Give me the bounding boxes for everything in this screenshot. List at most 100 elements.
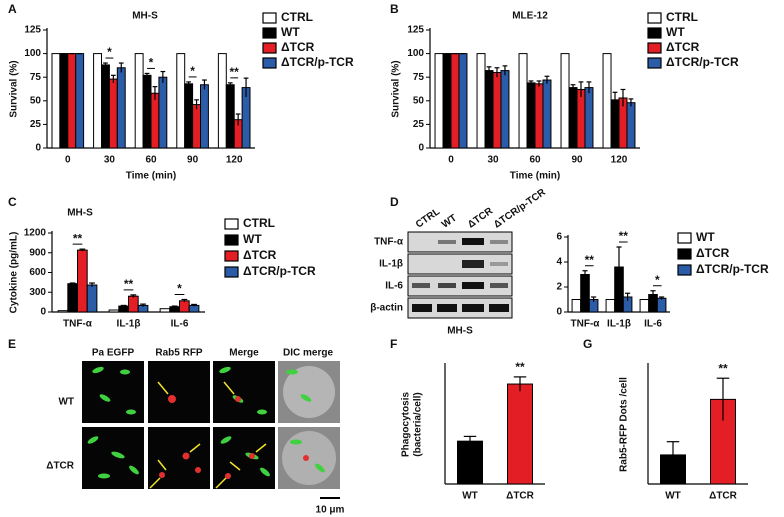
y-tick-label: 0 xyxy=(40,307,46,318)
cell xyxy=(283,366,335,418)
bar xyxy=(150,92,160,149)
band xyxy=(412,283,430,288)
y-tick-label: 1200 xyxy=(24,228,47,239)
y-tick-label: 25 xyxy=(413,119,425,130)
x-tick-label: WT xyxy=(462,491,478,502)
blot-strip xyxy=(407,253,513,275)
bar xyxy=(93,53,102,149)
bar xyxy=(169,306,180,313)
legend-swatch xyxy=(224,218,239,230)
y-axis-label: Phagocytosis xyxy=(401,392,412,457)
bar xyxy=(184,83,194,149)
bar xyxy=(576,88,586,149)
bar xyxy=(656,297,667,313)
bar xyxy=(67,283,78,313)
lane-label: ΔTCR/p-TCR xyxy=(492,186,549,230)
bar xyxy=(77,249,88,313)
bar xyxy=(118,305,129,313)
y-tick-label: 300 xyxy=(29,287,46,298)
x-tick-label: IL-6 xyxy=(644,319,662,330)
rab5-dots xyxy=(159,395,309,479)
bar xyxy=(75,53,85,149)
bar xyxy=(434,53,444,149)
bar xyxy=(192,104,202,149)
legend-label: WT xyxy=(243,232,262,246)
image-tile xyxy=(213,427,275,489)
bar xyxy=(134,53,144,149)
bar xyxy=(458,53,468,149)
bar xyxy=(179,300,190,313)
bar xyxy=(500,70,510,149)
column-label: DIC merge xyxy=(283,348,333,359)
x-tick-label: 120 xyxy=(611,155,628,166)
y-tick-label: 0 xyxy=(35,143,41,154)
bar xyxy=(450,53,460,149)
x-axis-label: Time (min) xyxy=(126,171,176,182)
significance: ** xyxy=(718,361,728,375)
band xyxy=(490,283,508,288)
bar xyxy=(568,87,578,149)
bar xyxy=(526,82,536,149)
blot-strip xyxy=(407,275,513,297)
chart-title: MH-S xyxy=(132,11,158,22)
legend-swatch xyxy=(224,234,239,246)
legend-label: ΔTCR/p-TCR xyxy=(281,55,354,69)
scale-label: 10 μm xyxy=(316,505,345,516)
x-tick-label: ΔTCR xyxy=(506,491,535,502)
x-tick-label: 90 xyxy=(187,155,199,166)
band xyxy=(412,304,432,312)
y-tick-label: 6 xyxy=(556,232,562,243)
legend-label: ΔTCR/p-TCR xyxy=(243,264,316,278)
y-tick-label: 4 xyxy=(556,257,562,268)
bar xyxy=(602,53,612,149)
y-tick-label: 0 xyxy=(418,143,424,154)
microscopy: E Pa EGFP Rab5 RFP Merge DIC merge WT ΔT… xyxy=(8,337,345,515)
significance: ** xyxy=(230,65,240,79)
bar xyxy=(158,76,168,149)
chart-title: MH-S xyxy=(67,208,93,219)
legend-swatch xyxy=(647,42,662,54)
bar xyxy=(492,71,502,149)
blot-row-label: IL-6 xyxy=(385,281,403,292)
chart-title: MLE-12 xyxy=(512,11,548,22)
y-tick-label: 75 xyxy=(30,72,42,83)
bar xyxy=(484,70,494,149)
legend-swatch xyxy=(677,264,692,276)
y-tick-label: 100 xyxy=(407,48,424,59)
blot-row-label: IL-1β xyxy=(379,259,403,270)
y-tick-label: 50 xyxy=(30,95,42,106)
panel-letter: G xyxy=(583,337,592,351)
bar xyxy=(217,53,227,149)
legend-label: WT xyxy=(666,25,685,39)
bar xyxy=(128,295,139,313)
bar xyxy=(200,84,209,149)
y-tick-label: 0 xyxy=(556,307,562,318)
y-tick-label: 25 xyxy=(30,119,42,130)
bar xyxy=(639,299,650,313)
legend-swatch xyxy=(262,57,277,69)
significance: * xyxy=(190,64,195,78)
x-tick-label: IL-1β xyxy=(117,319,141,330)
x-tick-label: ΔTCR xyxy=(709,491,738,502)
legend-label: CTRL xyxy=(243,216,275,230)
bar xyxy=(534,83,544,149)
bar xyxy=(116,67,126,149)
legend-label: ΔTCR xyxy=(696,246,730,260)
bar xyxy=(67,53,77,149)
y-tick-label: 900 xyxy=(29,247,46,258)
y-tick-label: 125 xyxy=(407,25,424,36)
significance: * xyxy=(107,45,112,59)
legend-swatch xyxy=(262,27,277,39)
y-tick-label: 100 xyxy=(24,48,41,59)
blot-strip xyxy=(407,297,513,319)
image-tile xyxy=(82,361,144,423)
bar xyxy=(605,299,616,313)
bar xyxy=(108,78,118,149)
panel-letter: E xyxy=(8,337,16,351)
y-axis-label: Survival (%) xyxy=(391,60,402,117)
blot-row-label: TNF-α xyxy=(374,237,404,248)
bar xyxy=(442,53,452,149)
x-tick-label: 30 xyxy=(487,155,499,166)
panel-letter: F xyxy=(390,337,397,351)
